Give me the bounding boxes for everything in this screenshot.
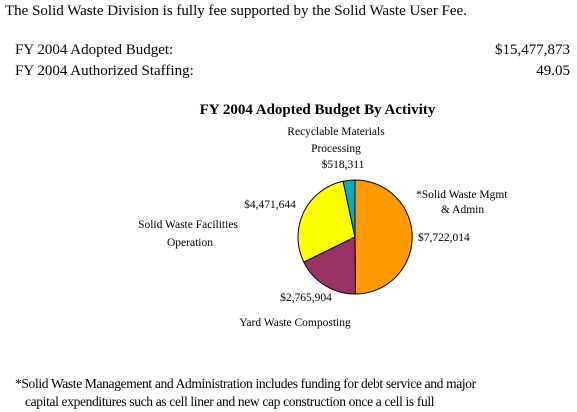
pie-slice-yard-waste-composting xyxy=(303,236,356,295)
pie-slice-solid-waste-mgmt-admin xyxy=(354,179,413,295)
authorized-staffing-value: 49.05 xyxy=(536,63,570,79)
slice-label-solid-waste-facilities-operation-2: Operation xyxy=(167,237,213,249)
adopted-budget-value: $15,477,873 xyxy=(495,42,570,58)
slice-label-solid-waste-mgmt-admin-2: & Admin xyxy=(441,204,484,216)
footnote: *Solid Waste Management and Administrati… xyxy=(15,375,575,411)
adopted-budget-row: FY 2004 Adopted Budget: $15,477,873 xyxy=(15,42,570,62)
pie-slice-solid-waste-facilities-operation xyxy=(297,180,356,263)
authorized-staffing-row: FY 2004 Authorized Staffing: 49.05 xyxy=(15,63,570,83)
authorized-staffing-label: FY 2004 Authorized Staffing: xyxy=(15,63,194,79)
slice-label-recyclable-materials-processing-2: Processing xyxy=(311,143,361,155)
slice-label-yard-waste-composting-1: Yard Waste Composting xyxy=(239,317,351,329)
chart-title: FY 2004 Adopted Budget By Activity xyxy=(199,102,436,118)
slice-label-solid-waste-facilities-operation-1: Solid Waste Facilities xyxy=(138,219,238,231)
slice-label-solid-waste-mgmt-admin-1: *Solid Waste Mgmt xyxy=(416,189,508,201)
footnote-line-1: *Solid Waste Management and Administrati… xyxy=(15,376,476,391)
slice-value-solid-waste-facilities-operation: $4,471,644 xyxy=(244,198,296,211)
slice-value-yard-waste-composting: $2,765,904 xyxy=(280,291,332,304)
adopted-budget-label: FY 2004 Adopted Budget: xyxy=(15,42,174,58)
slice-value-solid-waste-mgmt-admin: $7,722,014 xyxy=(418,231,470,244)
slice-label-recyclable-materials-processing-1: Recyclable Materials xyxy=(287,126,385,138)
pie-slice-recyclable-materials-processing xyxy=(342,179,356,238)
slice-value-recyclable-materials-processing: $518,311 xyxy=(322,158,365,171)
footnote-line-2: capital expenditures such as cell liner … xyxy=(25,394,435,409)
intro-text: The Solid Waste Division is fully fee su… xyxy=(5,3,467,19)
